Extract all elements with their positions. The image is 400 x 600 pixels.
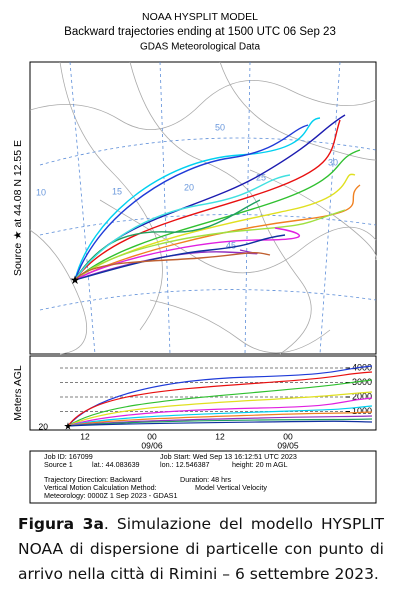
grid-label: 10 [36, 187, 46, 197]
info-item: Job ID: 167099 [44, 452, 93, 461]
y-tick-label: 3000 [352, 377, 372, 387]
info-item: Duration: 48 hrs [180, 475, 232, 484]
caption: Figura 3a. Simulazione del modello HYSPL… [18, 512, 384, 587]
title-line: NOAA HYSPLIT MODEL [142, 11, 258, 23]
source-height: 20 [39, 421, 49, 431]
y-tick-label: 1000 [352, 406, 372, 416]
info-item: lat.: 44.083639 [92, 460, 140, 469]
info-box [29, 450, 377, 504]
info-item: lon.: 12.546387 [160, 460, 210, 469]
map-frame [29, 61, 377, 355]
x-tick-label: 12 [80, 431, 90, 441]
grid-label: 50 [215, 122, 225, 132]
date-label: 09/05 [277, 440, 299, 450]
map-labels: 50 15 20 25 30 10 45 [36, 122, 338, 250]
info-item: Source 1 [44, 460, 73, 469]
info-item: Model Vertical Velocity [195, 483, 267, 492]
x-ticks: 12 00 12 00 09/06 09/05 [80, 431, 299, 450]
source-star: ★ [70, 273, 81, 287]
y-axis-label: Meters AGL [12, 365, 24, 421]
grid-label: 20 [184, 182, 194, 192]
source-label: Source ★ at 44.08 N 12.55 E [12, 140, 24, 276]
source-star: ★ [64, 422, 73, 433]
y-tick-label: 2000 [352, 391, 372, 401]
info-text: Job ID: 167099 Job Start: Wed Sep 13 16:… [44, 452, 297, 500]
grid-label: 30 [328, 157, 338, 167]
info-item: Job Start: Wed Sep 13 16:12:51 UTC 2023 [160, 452, 297, 461]
trajectories [74, 114, 361, 281]
figure: NOAA HYSPLIT MODEL Backward trajectories… [12, 11, 377, 504]
info-item: Meteorology: 0000Z 1 Sep 2023 - GDAS1 [44, 491, 177, 500]
title-line: GDAS Meteorological Data [140, 42, 260, 53]
grid-label: 15 [112, 186, 122, 196]
date-label: 09/06 [141, 440, 163, 450]
grid-label: 45 [226, 240, 236, 250]
x-tick-label: 12 [215, 431, 225, 441]
vertical-traces [67, 365, 373, 427]
title-line: Backward trajectories ending at 1500 UTC… [64, 26, 336, 38]
x-tick-label: 00 [283, 431, 293, 441]
map-grid [39, 61, 377, 355]
caption-text: . Simulazione del modello HYSPLIT NOAA d… [18, 515, 384, 583]
grid-label: 25 [256, 172, 266, 182]
caption-label: Figura 3a [18, 515, 104, 533]
info-item: Vertical Motion Calculation Method: [44, 483, 157, 492]
x-tick-label: 00 [147, 431, 157, 441]
info-item: height: 20 m AGL [232, 460, 288, 469]
info-item: Trajectory Direction: Backward [44, 475, 142, 484]
